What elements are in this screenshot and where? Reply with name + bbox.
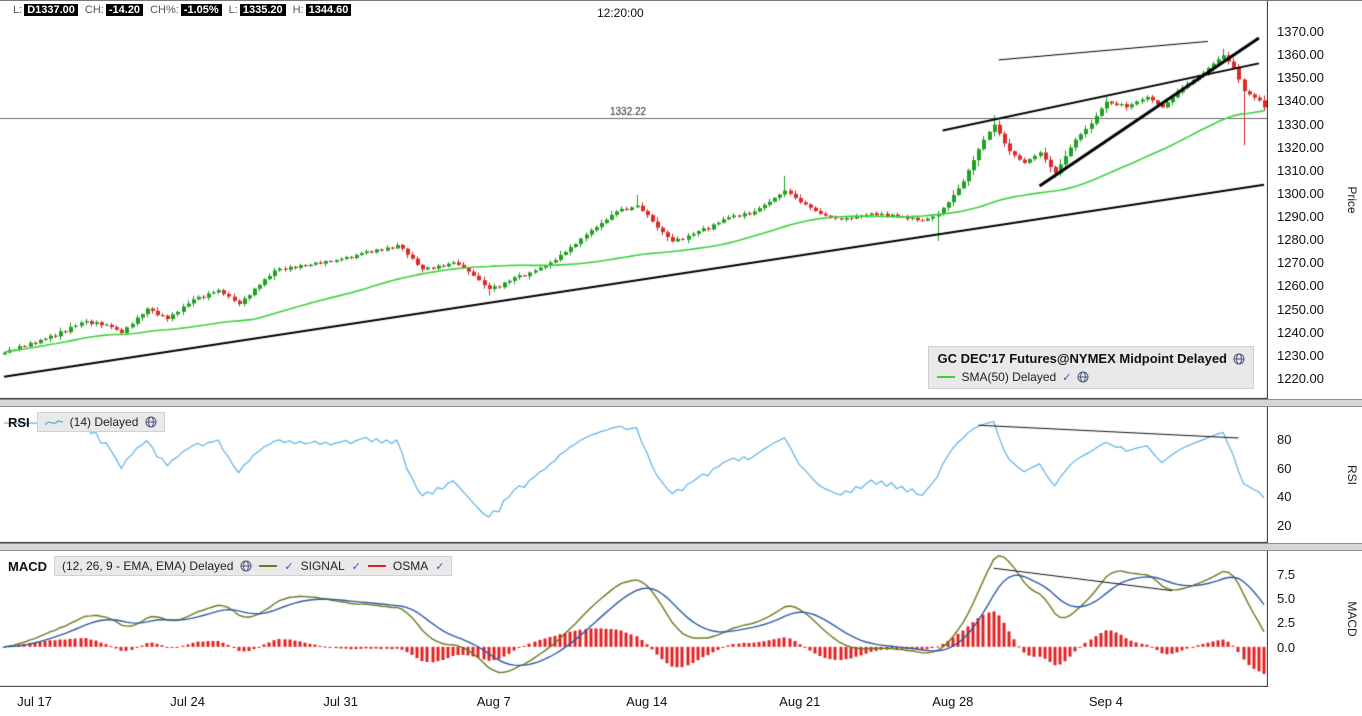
macd-legend-chip[interactable]: (12, 26, 9 - EMA, EMA) Delayed ✓ SIGNAL … — [54, 556, 453, 576]
rsi-title: RSI — [8, 414, 30, 430]
axis-tick-label: 1240.00 — [1277, 324, 1324, 340]
quote-value: -14.20 — [105, 4, 144, 16]
axis-tick-label: 80 — [1277, 432, 1292, 448]
macd-swatch — [259, 565, 278, 567]
macd-plot[interactable]: MACD (12, 26, 9 - EMA, EMA) Delayed ✓ SI… — [0, 551, 1268, 687]
time-tick-label: Aug 7 — [476, 694, 511, 709]
check-icon[interactable]: ✓ — [1062, 371, 1072, 384]
macd-legend-label: (12, 26, 9 - EMA, EMA) Delayed — [62, 559, 234, 573]
rsi-legend-chip[interactable]: (14) Delayed — [36, 412, 166, 432]
rsi-plot[interactable]: RSI (14) Delayed — [0, 407, 1268, 543]
axis-tick-label: 1280.00 — [1277, 232, 1324, 248]
axis-tick-label: 1260.00 — [1277, 278, 1324, 294]
sma-label: SMA(50) Delayed — [961, 370, 1057, 384]
rsi-swatch — [44, 419, 63, 425]
price-axis-title: Price — [1345, 186, 1359, 214]
axis-tick-label: 1320.00 — [1277, 139, 1324, 155]
rsi-axis[interactable]: RSI 80 60 40 20 — [1268, 407, 1362, 543]
time-tick-label: Jul 24 — [170, 694, 205, 709]
panel-separator[interactable] — [0, 399, 1362, 407]
axis-tick-label: 20 — [1277, 517, 1292, 533]
rsi-header: RSI (14) Delayed — [8, 412, 166, 432]
legend-sma-row[interactable]: SMA(50) Delayed ✓ — [929, 368, 1253, 386]
quote-value: 1335.20 — [239, 4, 286, 16]
macd-header: MACD (12, 26, 9 - EMA, EMA) Delayed ✓ SI… — [8, 556, 453, 576]
time-tick-label: Aug 28 — [932, 694, 974, 709]
macd-axis[interactable]: MACD 7.5 5.0 2.5 0.0 — [1268, 551, 1362, 687]
axis-tick-label: 1340.00 — [1277, 93, 1324, 109]
osma-label: OSMA — [392, 559, 429, 573]
rsi-axis-title: RSI — [1345, 464, 1359, 486]
panel-separator[interactable] — [0, 543, 1362, 551]
price-panel: L: D1337.00 CH: -14.20 CH%: -1.05% L: 1335.20 H:… — [0, 1, 1362, 399]
axis-tick-label: 1310.00 — [1277, 162, 1324, 178]
quote-value: D1337.00 — [24, 4, 78, 16]
axis-tick-label: 1230.00 — [1277, 347, 1324, 363]
axis-tick-label: 1300.00 — [1277, 185, 1324, 201]
macd-panel: MACD (12, 26, 9 - EMA, EMA) Delayed ✓ SI… — [0, 551, 1362, 687]
rsi-chart-canvas[interactable] — [0, 407, 1268, 543]
axis-tick-label: 40 — [1277, 489, 1292, 505]
quote-label: L: — [228, 4, 238, 16]
check-icon[interactable]: ✓ — [351, 560, 361, 573]
quote-label: CH: — [84, 4, 104, 16]
series-legend: GC DEC'17 Futures@NYMEX Midpoint Delayed… — [928, 346, 1254, 389]
quote-label: CH%: — [150, 4, 179, 16]
axis-tick-label: 1250.00 — [1277, 301, 1324, 317]
axis-tick-label: 1290.00 — [1277, 209, 1324, 225]
price-plot[interactable]: L: D1337.00 CH: -14.20 CH%: -1.05% L: 1335.20 H:… — [0, 1, 1268, 399]
price-axis[interactable]: Price 1370.00 1360.00 1350.00 1340.00 1330.0… — [1268, 1, 1362, 399]
rsi-panel: RSI (14) Delayed RSI 80 60 40 20 — [0, 407, 1362, 543]
time-tick-label: Jul 31 — [323, 694, 359, 709]
time-axis[interactable]: Jul 17 Jul 24 Jul 31 Aug 7 Aug 14 Aug 21 Aug 2… — [0, 687, 1362, 716]
axis-tick-label: 2.5 — [1277, 615, 1296, 631]
axis-tick-label: 1360.00 — [1277, 47, 1324, 63]
price-chart-canvas[interactable] — [0, 1, 1268, 399]
quote-label: H: — [292, 4, 304, 16]
macd-title: MACD — [8, 558, 47, 574]
signal-label: SIGNAL — [300, 559, 345, 573]
axis-tick-label: 1270.00 — [1277, 255, 1324, 271]
time-tick-label: Aug 21 — [779, 694, 821, 709]
axis-tick-label: 1330.00 — [1277, 116, 1324, 132]
axis-tick-label: 5.0 — [1277, 591, 1296, 606]
quote-label: L: — [13, 4, 23, 16]
axis-tick-label: 1220.00 — [1277, 371, 1324, 386]
axis-tick-label: 7.5 — [1277, 566, 1296, 582]
axis-tick-label: 1350.00 — [1277, 70, 1324, 86]
legend-title-row[interactable]: GC DEC'17 Futures@NYMEX Midpoint Delayed — [929, 349, 1253, 368]
osma-swatch — [367, 565, 386, 567]
sma-swatch — [937, 376, 956, 378]
chart-timestamp: 12:20:00 — [597, 6, 644, 20]
time-tick-label: Sep 4 — [1088, 694, 1123, 709]
check-icon[interactable]: ✓ — [435, 560, 445, 573]
time-tick-label: Aug 14 — [626, 694, 668, 709]
rsi-legend-label: (14) Delayed — [69, 415, 139, 429]
check-icon[interactable]: ✓ — [284, 560, 294, 573]
globe-icon[interactable] — [1077, 371, 1089, 383]
globe-icon[interactable] — [1233, 353, 1245, 365]
quote-bar: L: D1337.00 CH: -14.20 CH%: -1.05% L: 1335.20 H:… — [6, 4, 352, 16]
quote-value: -1.05% — [180, 4, 222, 16]
globe-icon[interactable] — [145, 416, 157, 428]
globe-icon[interactable] — [240, 560, 252, 572]
axis-tick-label: 0.0 — [1277, 639, 1296, 655]
quote-value: 1344.60 — [305, 4, 352, 16]
macd-axis-title: MACD — [1345, 601, 1359, 637]
legend-title: GC DEC'17 Futures@NYMEX Midpoint Delayed — [937, 351, 1227, 366]
axis-tick-label: 60 — [1277, 460, 1292, 476]
axis-tick-label: 1370.00 — [1277, 24, 1324, 39]
time-tick-label: Jul 17 — [17, 694, 52, 709]
